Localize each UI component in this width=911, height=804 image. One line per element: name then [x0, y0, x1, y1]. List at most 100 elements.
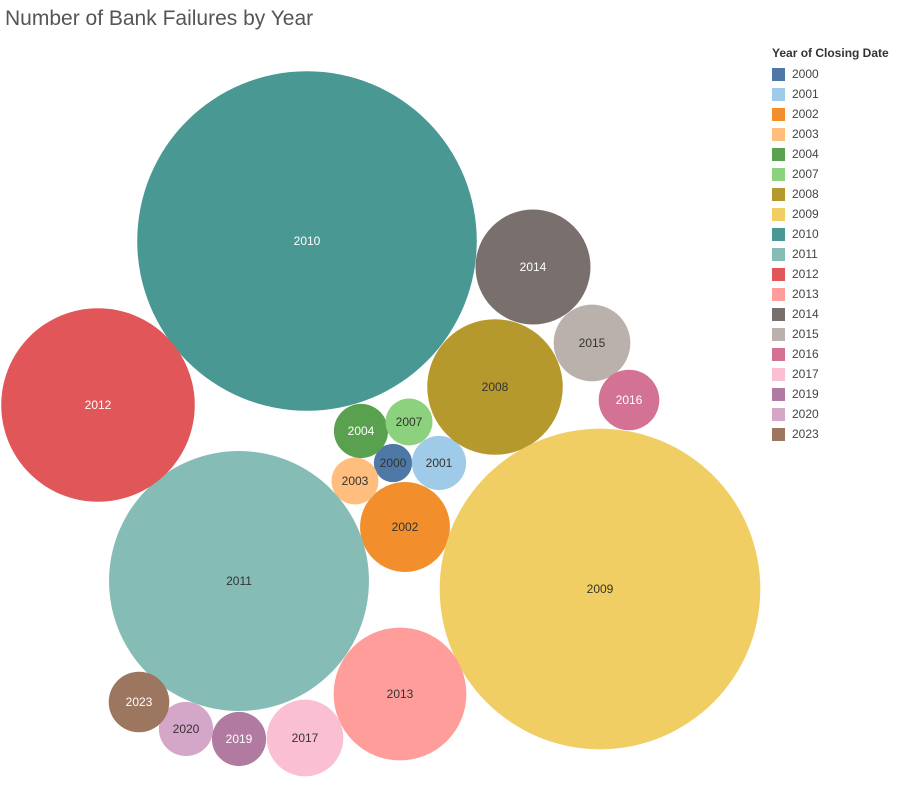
legend-label-2000: 2000: [792, 67, 819, 81]
legend-swatch-2014: [772, 307, 785, 321]
legend-swatch-2011: [772, 247, 785, 261]
legend-swatch-2012: [772, 267, 785, 281]
bubble-label-2009: 2009: [587, 582, 614, 596]
legend-item-2023[interactable]: 2023: [772, 424, 889, 444]
legend-label-2013: 2013: [792, 287, 819, 301]
legend-swatch-2016: [772, 347, 785, 361]
legend-label-2004: 2004: [792, 147, 819, 161]
legend-swatch-2019: [772, 387, 785, 401]
legend-item-2010[interactable]: 2010: [772, 224, 889, 244]
legend-title: Year of Closing Date: [772, 46, 889, 60]
legend-swatch-2003: [772, 127, 785, 141]
legend-item-2007[interactable]: 2007: [772, 164, 889, 184]
legend-item-2014[interactable]: 2014: [772, 304, 889, 324]
bubble-2012[interactable]: [1, 308, 195, 502]
legend-item-2000[interactable]: 2000: [772, 64, 889, 84]
legend-item-2019[interactable]: 2019: [772, 384, 889, 404]
bubble-label-2016: 2016: [616, 393, 643, 407]
bubble-label-2004: 2004: [348, 424, 375, 438]
legend-swatch-2023: [772, 427, 785, 441]
legend-item-2008[interactable]: 2008: [772, 184, 889, 204]
bubble-2016[interactable]: [598, 369, 660, 431]
legend-label-2017: 2017: [792, 367, 819, 381]
bubble-2002[interactable]: [360, 482, 450, 572]
bubble-2003[interactable]: [331, 457, 379, 505]
legend-label-2023: 2023: [792, 427, 819, 441]
bubble-2017[interactable]: [266, 699, 344, 777]
bubble-2001[interactable]: [411, 435, 467, 491]
legend-item-2016[interactable]: 2016: [772, 344, 889, 364]
bubble-label-2002: 2002: [392, 520, 419, 534]
legend-label-2012: 2012: [792, 267, 819, 281]
bubble-label-2023: 2023: [126, 695, 153, 709]
legend-item-2004[interactable]: 2004: [772, 144, 889, 164]
legend: Year of Closing Date 2000 2001 2002 2003 200…: [772, 46, 889, 444]
legend-label-2014: 2014: [792, 307, 819, 321]
legend-item-2009[interactable]: 2009: [772, 204, 889, 224]
bubble-2000[interactable]: [373, 443, 413, 483]
bubble-2009[interactable]: [439, 428, 761, 750]
bubble-label-2020: 2020: [173, 722, 200, 736]
legend-item-2013[interactable]: 2013: [772, 284, 889, 304]
bubble-label-2015: 2015: [579, 336, 606, 350]
legend-item-2001[interactable]: 2001: [772, 84, 889, 104]
legend-item-2017[interactable]: 2017: [772, 364, 889, 384]
legend-label-2009: 2009: [792, 207, 819, 221]
legend-swatch-2001: [772, 87, 785, 101]
legend-label-2015: 2015: [792, 327, 819, 341]
legend-label-2003: 2003: [792, 127, 819, 141]
legend-label-2002: 2002: [792, 107, 819, 121]
bubble-2008[interactable]: [427, 319, 563, 455]
bubble-label-2017: 2017: [292, 731, 319, 745]
bubble-label-2014: 2014: [520, 260, 547, 274]
bubble-2011[interactable]: [109, 451, 369, 711]
legend-label-2001: 2001: [792, 87, 819, 101]
legend-item-2020[interactable]: 2020: [772, 404, 889, 424]
legend-swatch-2008: [772, 187, 785, 201]
legend-swatch-2020: [772, 407, 785, 421]
bubble-label-2000: 2000: [380, 456, 407, 470]
bubble-2010[interactable]: [137, 71, 477, 411]
legend-swatch-2002: [772, 107, 785, 121]
chart-title: Number of Bank Failures by Year: [5, 7, 314, 30]
legend-label-2007: 2007: [792, 167, 819, 181]
bubble-label-2007: 2007: [396, 415, 423, 429]
bubble-2013[interactable]: [333, 627, 467, 761]
legend-label-2016: 2016: [792, 347, 819, 361]
legend-label-2020: 2020: [792, 407, 819, 421]
bubble-label-2012: 2012: [85, 398, 112, 412]
legend-item-2002[interactable]: 2002: [772, 104, 889, 124]
legend-swatch-2017: [772, 367, 785, 381]
legend-label-2010: 2010: [792, 227, 819, 241]
bubble-label-2001: 2001: [426, 456, 453, 470]
bubble-2014[interactable]: [475, 209, 591, 325]
bubble-label-2010: 2010: [294, 234, 321, 248]
legend-item-2003[interactable]: 2003: [772, 124, 889, 144]
bubble-label-2013: 2013: [387, 687, 414, 701]
legend-swatch-2007: [772, 167, 785, 181]
legend-label-2011: 2011: [792, 247, 818, 261]
legend-swatch-2004: [772, 147, 785, 161]
legend-swatch-2015: [772, 327, 785, 341]
bubble-2020[interactable]: [158, 701, 214, 757]
legend-swatch-2013: [772, 287, 785, 301]
legend-swatch-2010: [772, 227, 785, 241]
legend-items: 2000 2001 2002 2003 2004 2007 2008 2009 2010 2011…: [772, 64, 889, 444]
bubble-label-2008: 2008: [482, 380, 509, 394]
bubble-2007[interactable]: [385, 398, 433, 446]
bubble-2019[interactable]: [211, 711, 267, 767]
bubble-label-2003: 2003: [342, 474, 369, 488]
legend-item-2012[interactable]: 2012: [772, 264, 889, 284]
bubble-2023[interactable]: [108, 671, 170, 733]
legend-swatch-2009: [772, 207, 785, 221]
bubble-2004[interactable]: [333, 403, 389, 459]
legend-item-2011[interactable]: 2011: [772, 244, 889, 264]
legend-label-2019: 2019: [792, 387, 819, 401]
legend-item-2015[interactable]: 2015: [772, 324, 889, 344]
legend-label-2008: 2008: [792, 187, 819, 201]
legend-swatch-2000: [772, 67, 785, 81]
bubble-label-2011: 2011: [226, 574, 252, 588]
bubble-2015[interactable]: [553, 304, 631, 382]
bubble-label-2019: 2019: [226, 732, 253, 746]
